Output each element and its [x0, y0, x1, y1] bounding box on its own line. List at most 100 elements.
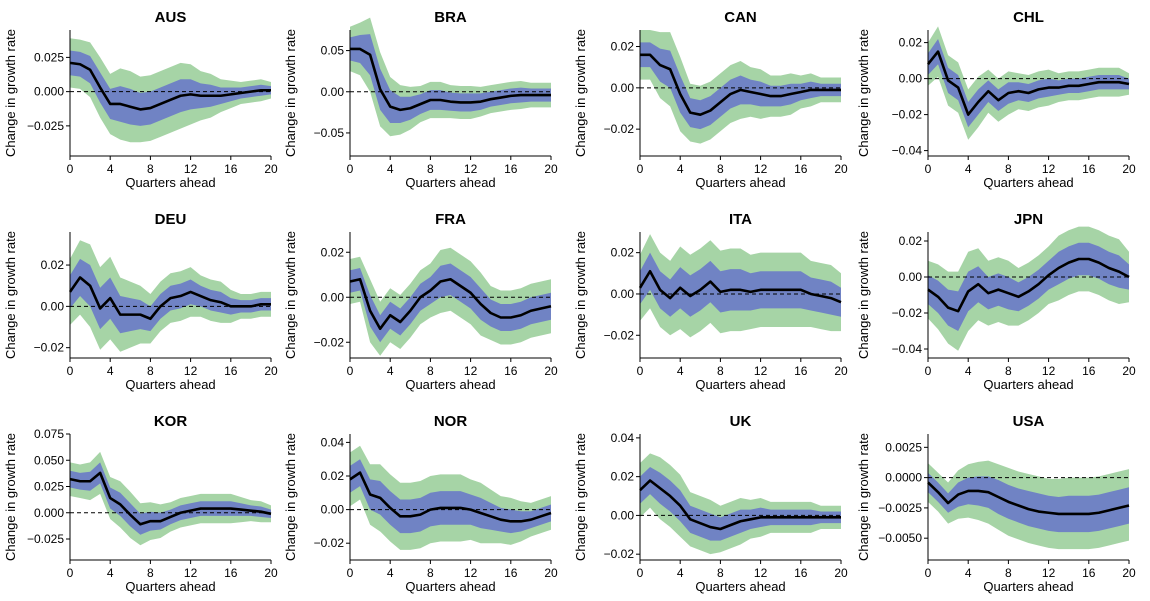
response-line-can — [640, 53, 841, 116]
x-tick-label: 16 — [1082, 162, 1096, 176]
y-tick-label: −0.04 — [892, 144, 923, 158]
x-tick-label: 8 — [1005, 364, 1012, 378]
x-tick-label: 20 — [544, 566, 558, 580]
x-tick-label: 8 — [147, 162, 154, 176]
panel-fra: 0 4 8 12 16 20 0.02 0.00 −0.02 FRA Quarters ahead C… — [283, 211, 558, 392]
x-tick-label: 20 — [1122, 364, 1136, 378]
panel-aus: 0 4 8 12 16 20 0.025 0.000 −0.025 AUS Quarters ahe… — [3, 9, 278, 190]
panel-title-can: CAN — [724, 9, 757, 26]
x-tick-label: 16 — [504, 566, 518, 580]
y-tick-label: −0.025 — [27, 119, 64, 133]
x-tick-label: 16 — [224, 162, 238, 176]
x-axis-label: Quarters ahead — [125, 377, 215, 392]
y-tick-label: 0.02 — [899, 234, 923, 248]
x-tick-label: 20 — [834, 364, 848, 378]
x-tick-label: 16 — [794, 566, 808, 580]
x-tick-label: 0 — [67, 364, 74, 378]
y-tick-label: 0.025 — [34, 50, 64, 64]
x-tick-label: 4 — [107, 566, 114, 580]
y-axis-label: Change in growth rate — [3, 433, 18, 561]
panel-can: 0 4 8 12 16 20 0.02 0.00 −0.02 CAN Quarters ahead C… — [573, 9, 848, 190]
x-tick-label: 16 — [1082, 364, 1096, 378]
band-68-aus — [70, 50, 271, 126]
x-tick-label: 0 — [67, 566, 74, 580]
x-tick-label: 12 — [754, 566, 768, 580]
y-axis-label: Change in growth rate — [283, 29, 298, 157]
panel-title-usa: USA — [1013, 413, 1045, 430]
y-tick-label: −0.02 — [34, 341, 65, 355]
x-axis-label: Quarters ahead — [405, 175, 495, 190]
panel-title-nor: NOR — [434, 413, 468, 430]
y-tick-label: 0.00 — [321, 503, 345, 517]
y-tick-label: −0.02 — [604, 328, 635, 342]
x-axis-label: Quarters ahead — [695, 175, 785, 190]
x-tick-label: 8 — [427, 566, 434, 580]
y-axis-label: Change in growth rate — [573, 29, 588, 157]
y-axis-label: Change in growth rate — [3, 231, 18, 359]
band-68-jpn — [928, 242, 1129, 331]
x-tick-label: 20 — [544, 162, 558, 176]
x-tick-label: 16 — [224, 566, 238, 580]
panel-uk: 0 4 8 12 16 20 0.04 0.02 0.00 −0.02 UK Quarters ahe… — [573, 413, 848, 594]
x-tick-label: 16 — [504, 364, 518, 378]
y-tick-label: 0.04 — [611, 431, 635, 445]
x-tick-label: 20 — [834, 162, 848, 176]
x-tick-label: 8 — [717, 364, 724, 378]
y-tick-label: 0.00 — [611, 287, 635, 301]
y-tick-label: −0.04 — [892, 342, 923, 356]
band-68-usa — [928, 472, 1129, 533]
x-axis-label: Quarters ahead — [983, 579, 1073, 594]
y-tick-label: 0.00 — [321, 290, 345, 304]
panel-jpn: 0 4 8 12 16 20 0.02 0.00 −0.02 −0.04 JPN Quarters a… — [856, 211, 1136, 392]
panel-title-chl: CHL — [1013, 9, 1044, 26]
band-68-can — [640, 42, 841, 130]
x-tick-label: 8 — [1005, 162, 1012, 176]
y-axis-label: Change in growth rate — [283, 231, 298, 359]
x-tick-label: 0 — [67, 162, 74, 176]
x-tick-label: 12 — [754, 162, 768, 176]
x-tick-label: 0 — [637, 162, 644, 176]
y-tick-label: 0.02 — [899, 36, 923, 50]
x-tick-label: 8 — [427, 162, 434, 176]
y-tick-label: 0.05 — [321, 44, 345, 58]
response-line-fra — [349, 277, 552, 331]
panel-title-fra: FRA — [435, 211, 466, 228]
y-tick-label: −0.02 — [604, 547, 635, 561]
x-axis-label: Quarters ahead — [983, 175, 1073, 190]
x-tick-label: 0 — [347, 566, 354, 580]
x-tick-label: 4 — [107, 364, 114, 378]
x-tick-label: 12 — [1042, 364, 1056, 378]
panel-title-aus: AUS — [155, 9, 187, 26]
x-tick-label: 8 — [717, 162, 724, 176]
band-68-ita — [640, 252, 841, 317]
response-line-deu — [68, 276, 271, 321]
panel-title-uk: UK — [730, 413, 752, 430]
y-tick-label: −0.02 — [604, 122, 635, 136]
y-tick-label: 0.075 — [34, 427, 64, 441]
x-tick-label: 8 — [1005, 566, 1012, 580]
x-tick-label: 4 — [107, 162, 114, 176]
response-line-ita — [638, 269, 842, 304]
y-tick-label: −0.025 — [27, 532, 64, 546]
x-tick-label: 0 — [347, 364, 354, 378]
y-tick-label: 0.00 — [899, 270, 923, 284]
panel-nor: 0 4 8 12 16 20 0.04 0.02 0.00 −0.02 NOR Quarters ah… — [283, 413, 558, 594]
x-tick-label: 16 — [794, 162, 808, 176]
x-axis-label: Quarters ahead — [405, 579, 495, 594]
y-tick-label: −0.05 — [314, 126, 345, 140]
panel-ita: 0 4 8 12 16 20 0.02 0.00 −0.02 ITA Quarters ahead C… — [573, 211, 848, 392]
x-tick-label: 20 — [264, 364, 278, 378]
x-tick-label: 20 — [1122, 566, 1136, 580]
y-tick-label: −0.02 — [314, 536, 345, 550]
x-tick-label: 12 — [1042, 162, 1056, 176]
x-tick-label: 8 — [427, 364, 434, 378]
y-tick-label: −0.02 — [314, 335, 345, 349]
y-tick-label: 0.02 — [611, 40, 635, 54]
x-tick-label: 0 — [925, 364, 932, 378]
x-tick-label: 4 — [965, 566, 972, 580]
response-line-kor — [69, 471, 272, 526]
x-tick-label: 16 — [794, 364, 808, 378]
x-tick-label: 8 — [147, 566, 154, 580]
x-tick-label: 12 — [464, 364, 478, 378]
x-tick-label: 12 — [754, 364, 768, 378]
